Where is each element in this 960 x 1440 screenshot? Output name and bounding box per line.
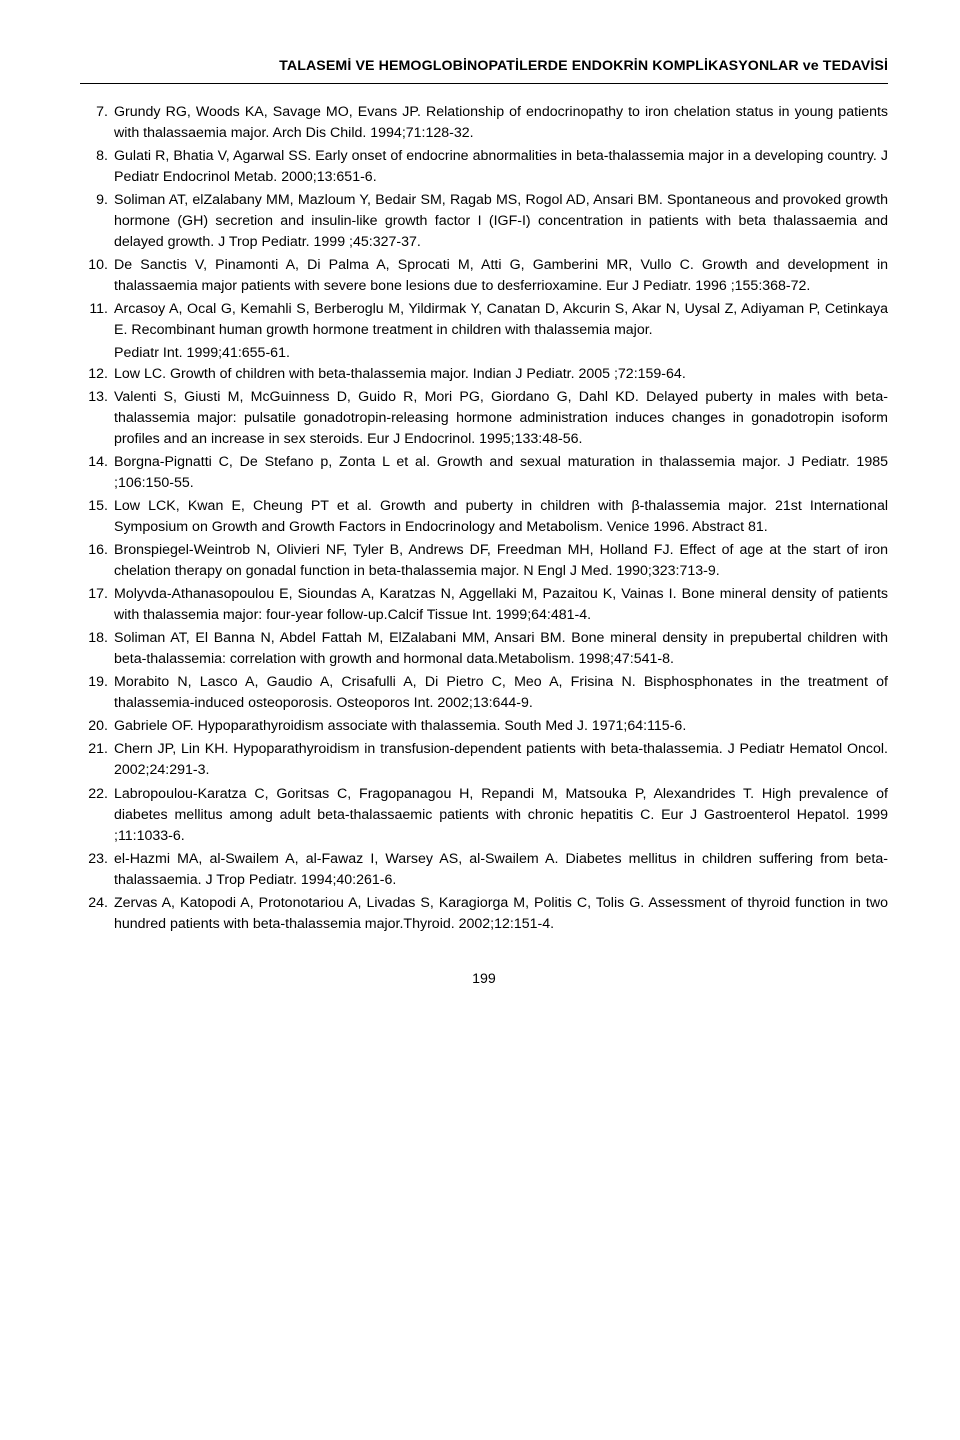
reference-number: 20. bbox=[80, 716, 114, 737]
reference-item: 14.Borgna-Pignatti C, De Stefano p, Zont… bbox=[80, 452, 888, 494]
reference-text: Zervas A, Katopodi A, Protonotariou A, L… bbox=[114, 893, 888, 935]
reference-text: Borgna-Pignatti C, De Stefano p, Zonta L… bbox=[114, 452, 888, 494]
reference-item: 15.Low LCK, Kwan E, Cheung PT et al. Gro… bbox=[80, 496, 888, 538]
reference-item: 18.Soliman AT, El Banna N, Abdel Fattah … bbox=[80, 628, 888, 670]
reference-number: 12. bbox=[80, 364, 114, 385]
reference-subline: Pediatr Int. 1999;41:655-61. bbox=[114, 343, 888, 364]
reference-text: Valenti S, Giusti M, McGuinness D, Guido… bbox=[114, 387, 888, 450]
reference-item: 8.Gulati R, Bhatia V, Agarwal SS. Early … bbox=[80, 146, 888, 188]
reference-item: 19.Morabito N, Lasco A, Gaudio A, Crisaf… bbox=[80, 672, 888, 714]
reference-item: 12.Low LC. Growth of children with beta-… bbox=[80, 364, 888, 385]
reference-text: Soliman AT, El Banna N, Abdel Fattah M, … bbox=[114, 628, 888, 670]
reference-number: 24. bbox=[80, 893, 114, 935]
reference-text: Molyvda-Athanasopoulou E, Sioundas A, Ka… bbox=[114, 584, 888, 626]
reference-number: 7. bbox=[80, 102, 114, 144]
reference-text: Low LCK, Kwan E, Cheung PT et al. Growth… bbox=[114, 496, 888, 538]
header-rule bbox=[80, 83, 888, 84]
reference-text: Grundy RG, Woods KA, Savage MO, Evans JP… bbox=[114, 102, 888, 144]
reference-text: Low LC. Growth of children with beta-tha… bbox=[114, 364, 888, 385]
reference-number: 17. bbox=[80, 584, 114, 626]
reference-number: 16. bbox=[80, 540, 114, 582]
reference-text: el-Hazmi MA, al-Swailem A, al-Fawaz I, W… bbox=[114, 849, 888, 891]
reference-item: 22.Labropoulou-Karatza C, Goritsas C, Fr… bbox=[80, 784, 888, 847]
page-number: 199 bbox=[80, 969, 888, 990]
reference-text: Gulati R, Bhatia V, Agarwal SS. Early on… bbox=[114, 146, 888, 188]
reference-text: Soliman AT, elZalabany MM, Mazloum Y, Be… bbox=[114, 190, 888, 253]
reference-item: 20.Gabriele OF. Hypoparathyroidism assoc… bbox=[80, 716, 888, 737]
reference-item: 9.Soliman AT, elZalabany MM, Mazloum Y, … bbox=[80, 190, 888, 253]
reference-number: 13. bbox=[80, 387, 114, 450]
reference-text: Morabito N, Lasco A, Gaudio A, Crisafull… bbox=[114, 672, 888, 714]
reference-item: 23.el-Hazmi MA, al-Swailem A, al-Fawaz I… bbox=[80, 849, 888, 891]
reference-number: 9. bbox=[80, 190, 114, 253]
reference-item: 17.Molyvda-Athanasopoulou E, Sioundas A,… bbox=[80, 584, 888, 626]
reference-number: 18. bbox=[80, 628, 114, 670]
reference-item: 7.Grundy RG, Woods KA, Savage MO, Evans … bbox=[80, 102, 888, 144]
reference-item: 16.Bronspiegel-Weintrob N, Olivieri NF, … bbox=[80, 540, 888, 582]
reference-number: 19. bbox=[80, 672, 114, 714]
reference-item: 11.Arcasoy A, Ocal G, Kemahli S, Berbero… bbox=[80, 299, 888, 341]
reference-number: 10. bbox=[80, 255, 114, 297]
reference-text: De Sanctis V, Pinamonti A, Di Palma A, S… bbox=[114, 255, 888, 297]
reference-item: 21.Chern JP, Lin KH. Hypoparathyroidism … bbox=[80, 739, 888, 781]
reference-item: 10.De Sanctis V, Pinamonti A, Di Palma A… bbox=[80, 255, 888, 297]
reference-number: 23. bbox=[80, 849, 114, 891]
reference-text: Gabriele OF. Hypoparathyroidism associat… bbox=[114, 716, 888, 737]
reference-text: Arcasoy A, Ocal G, Kemahli S, Berberoglu… bbox=[114, 299, 888, 341]
reference-text: Bronspiegel-Weintrob N, Olivieri NF, Tyl… bbox=[114, 540, 888, 582]
reference-number: 21. bbox=[80, 739, 114, 781]
reference-item: 24.Zervas A, Katopodi A, Protonotariou A… bbox=[80, 893, 888, 935]
references-list: 7.Grundy RG, Woods KA, Savage MO, Evans … bbox=[80, 102, 888, 935]
reference-number: 11. bbox=[80, 299, 114, 341]
reference-number: 15. bbox=[80, 496, 114, 538]
reference-text: Chern JP, Lin KH. Hypoparathyroidism in … bbox=[114, 739, 888, 781]
page-header-title: TALASEMİ VE HEMOGLOBİNOPATİLERDE ENDOKRİ… bbox=[80, 56, 888, 77]
reference-number: 22. bbox=[80, 784, 114, 847]
reference-number: 14. bbox=[80, 452, 114, 494]
reference-item: 13.Valenti S, Giusti M, McGuinness D, Gu… bbox=[80, 387, 888, 450]
reference-text: Labropoulou-Karatza C, Goritsas C, Frago… bbox=[114, 784, 888, 847]
reference-number: 8. bbox=[80, 146, 114, 188]
